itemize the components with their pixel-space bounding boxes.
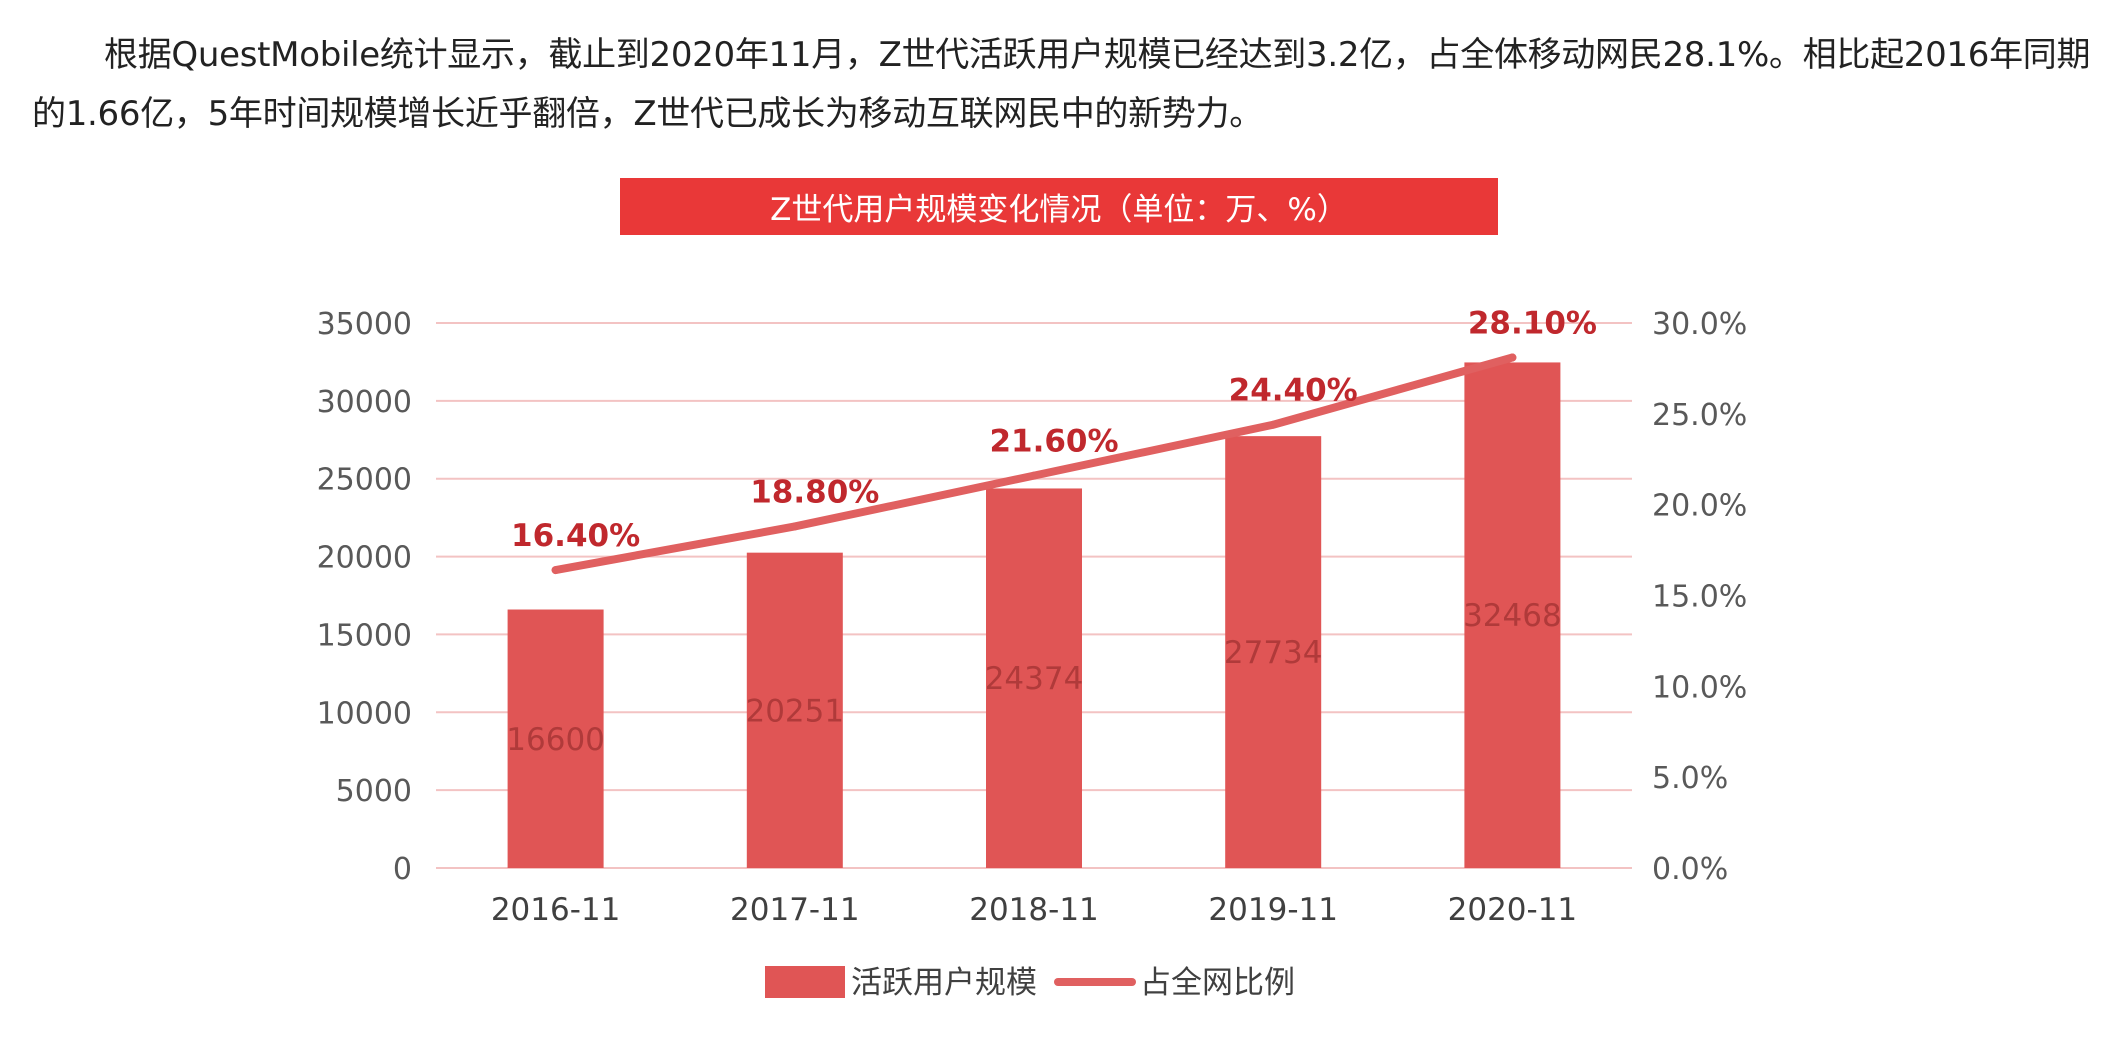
legend-bar-swatch <box>765 966 845 998</box>
bar <box>1225 436 1322 868</box>
line-value-label: 18.80% <box>750 474 879 510</box>
bar-value-label: 32468 <box>1463 598 1562 634</box>
y-tick-label: 10000 <box>317 696 412 731</box>
y-tick-label: 0 <box>393 852 412 887</box>
bar-value-label: 16600 <box>506 722 605 758</box>
y-tick-label: 35000 <box>317 307 412 342</box>
legend-bar-label: 活跃用户规模 <box>851 965 1037 1001</box>
y2-tick-label: 10.0% <box>1652 670 1747 705</box>
y2-tick-label: 30.0% <box>1652 307 1747 342</box>
line-point <box>1508 353 1517 362</box>
legend-line-label: 占全网比例 <box>1140 965 1295 1001</box>
line-point <box>790 522 799 531</box>
bar <box>746 552 843 868</box>
line-value-label: 16.40% <box>511 518 640 554</box>
line-point <box>551 566 560 575</box>
line-point <box>1269 420 1278 429</box>
line-value-label: 28.10% <box>1468 306 1597 342</box>
bar <box>986 488 1082 868</box>
y-tick-label: 25000 <box>317 463 412 498</box>
intro-paragraph: 根据QuestMobile统计显示，截止到2020年11月，Z世代活跃用户规模已… <box>32 35 2091 134</box>
y-tick-label: 20000 <box>317 541 412 576</box>
x-tick-label: 2018-11 <box>969 892 1099 928</box>
x-tick-label: 2016-11 <box>491 892 621 928</box>
chart-title: Z世代用户规模变化情况（单位：万、%） <box>620 178 1498 235</box>
bar <box>507 609 604 868</box>
line-value-label: 21.60% <box>989 424 1118 460</box>
y2-tick-label: 20.0% <box>1652 489 1747 524</box>
y2-tick-label: 25.0% <box>1652 398 1747 433</box>
x-tick-label: 2017-11 <box>730 892 860 928</box>
x-tick-label: 2020-11 <box>1448 892 1578 928</box>
bar-value-label: 24374 <box>985 661 1084 697</box>
y2-tick-label: 5.0% <box>1652 761 1728 796</box>
bar-value-label: 20251 <box>745 693 844 729</box>
line-value-label: 24.40% <box>1229 373 1358 409</box>
bar-value-label: 27734 <box>1224 635 1323 671</box>
line-point <box>1030 471 1038 480</box>
bar <box>1464 362 1561 868</box>
y-tick-label: 5000 <box>336 774 412 809</box>
y-tick-label: 15000 <box>317 618 412 653</box>
y2-tick-label: 0.0% <box>1652 852 1728 887</box>
x-tick-label: 2019-11 <box>1208 892 1338 928</box>
y2-tick-label: 15.0% <box>1652 580 1747 615</box>
y-tick-label: 30000 <box>317 385 412 420</box>
